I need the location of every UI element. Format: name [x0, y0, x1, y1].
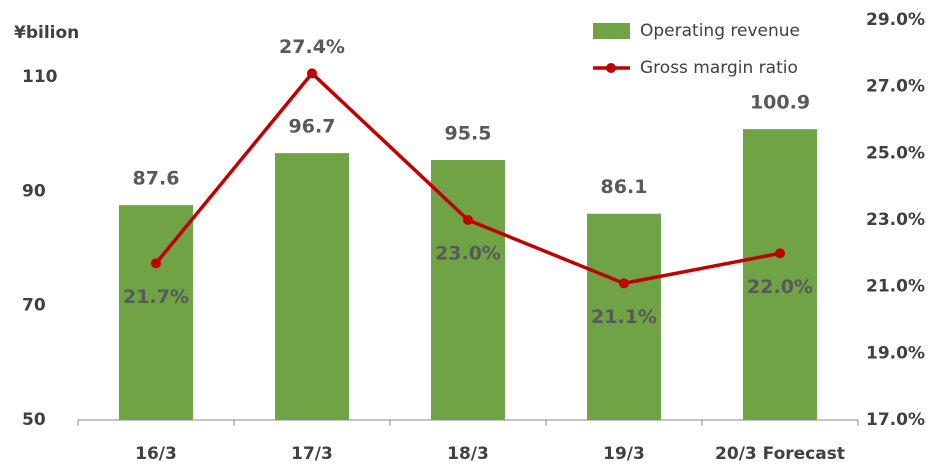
line-value-label: 22.0% [747, 276, 813, 298]
y2-tick-label: 21.0% [866, 277, 925, 297]
bar [275, 153, 349, 420]
line-marker [463, 215, 473, 225]
bar [587, 213, 661, 420]
x-tick-label: 17/3 [291, 444, 333, 464]
bar [119, 205, 193, 420]
line-marker [619, 278, 629, 289]
x-tick-label: 19/3 [603, 444, 645, 464]
line-value-label: 21.7% [123, 286, 189, 308]
bar [743, 129, 817, 420]
y2-tick-label: 29.0% [866, 10, 925, 30]
y-tick-label: 50 [22, 410, 46, 430]
bar [431, 160, 505, 420]
line-marker [151, 258, 161, 269]
y-axis-label: ¥bilion [14, 23, 79, 43]
legend-marker [606, 63, 616, 73]
legend-swatch [593, 23, 630, 39]
line-marker [775, 248, 785, 259]
y2-tick-label: 17.0% [866, 410, 925, 430]
line-value-label: 21.1% [591, 306, 657, 328]
bar-value-label: 86.1 [601, 176, 648, 198]
y2-tick-label: 25.0% [866, 143, 925, 163]
y-tick-label: 70 [22, 296, 46, 316]
y2-tick-label: 23.0% [866, 210, 925, 230]
y-tick-label: 110 [22, 67, 58, 87]
line-marker [307, 68, 317, 79]
bar-value-label: 100.9 [750, 92, 810, 114]
y-tick-label: 90 [22, 181, 46, 201]
line-value-label: 23.0% [435, 243, 501, 265]
x-tick-label: 20/3 Forecast [715, 444, 845, 464]
x-tick-label: 18/3 [447, 444, 489, 464]
bar-value-label: 95.5 [445, 123, 492, 145]
line-value-label: 27.4% [279, 36, 345, 58]
bar-value-label: 96.7 [289, 116, 336, 138]
legend-label: Gross margin ratio [640, 58, 798, 78]
y2-tick-label: 27.0% [866, 77, 925, 97]
legend-label: Operating revenue [640, 21, 800, 41]
bar-value-label: 87.6 [133, 168, 180, 190]
y2-tick-label: 19.0% [866, 343, 925, 363]
x-tick-label: 16/3 [135, 444, 177, 464]
